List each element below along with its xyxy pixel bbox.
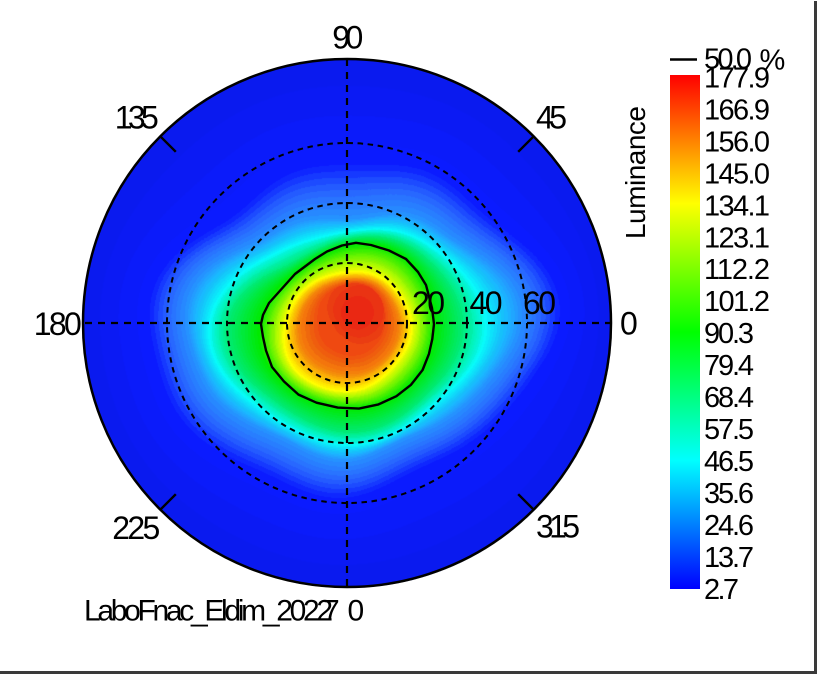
svg-text:40: 40	[470, 285, 503, 321]
svg-text:0: 0	[348, 595, 365, 628]
svg-text:45: 45	[536, 99, 567, 135]
svg-text:90: 90	[332, 19, 363, 55]
svg-text:166.9: 166.9	[704, 94, 770, 126]
svg-text:145.0: 145.0	[704, 158, 770, 190]
svg-text:35.6: 35.6	[704, 478, 754, 510]
svg-text:60: 60	[523, 285, 556, 321]
svg-text:13.7: 13.7	[704, 542, 754, 574]
svg-text:225: 225	[112, 510, 160, 546]
svg-text:2.7: 2.7	[704, 574, 739, 606]
svg-text:46.5: 46.5	[704, 446, 754, 478]
svg-text:57.5: 57.5	[704, 414, 754, 446]
svg-text:135: 135	[115, 99, 159, 135]
svg-text:156.0: 156.0	[704, 126, 770, 158]
svg-text:112.2: 112.2	[704, 254, 770, 286]
svg-text:177.9: 177.9	[704, 62, 770, 94]
svg-text:68.4: 68.4	[704, 382, 754, 414]
svg-text:134.1: 134.1	[704, 190, 770, 222]
svg-text:50.0: 50.0	[704, 44, 752, 76]
svg-text:7: 7	[323, 595, 340, 628]
svg-text:101.2: 101.2	[704, 286, 770, 318]
svg-text:315: 315	[536, 509, 580, 545]
svg-text:79.4: 79.4	[704, 350, 754, 382]
svg-text:Luminance: Luminance	[620, 106, 651, 239]
svg-text:24.6: 24.6	[704, 510, 754, 542]
svg-text:20: 20	[412, 285, 445, 321]
svg-text:180: 180	[34, 306, 82, 342]
svg-text:%: %	[760, 45, 786, 77]
svg-text:123.1: 123.1	[704, 222, 770, 254]
svg-text:LaboFnac_Eldim_2022: LaboFnac_Eldim_2022	[84, 595, 333, 628]
svg-text:90.3: 90.3	[704, 318, 754, 350]
svg-text:0: 0	[620, 305, 638, 341]
